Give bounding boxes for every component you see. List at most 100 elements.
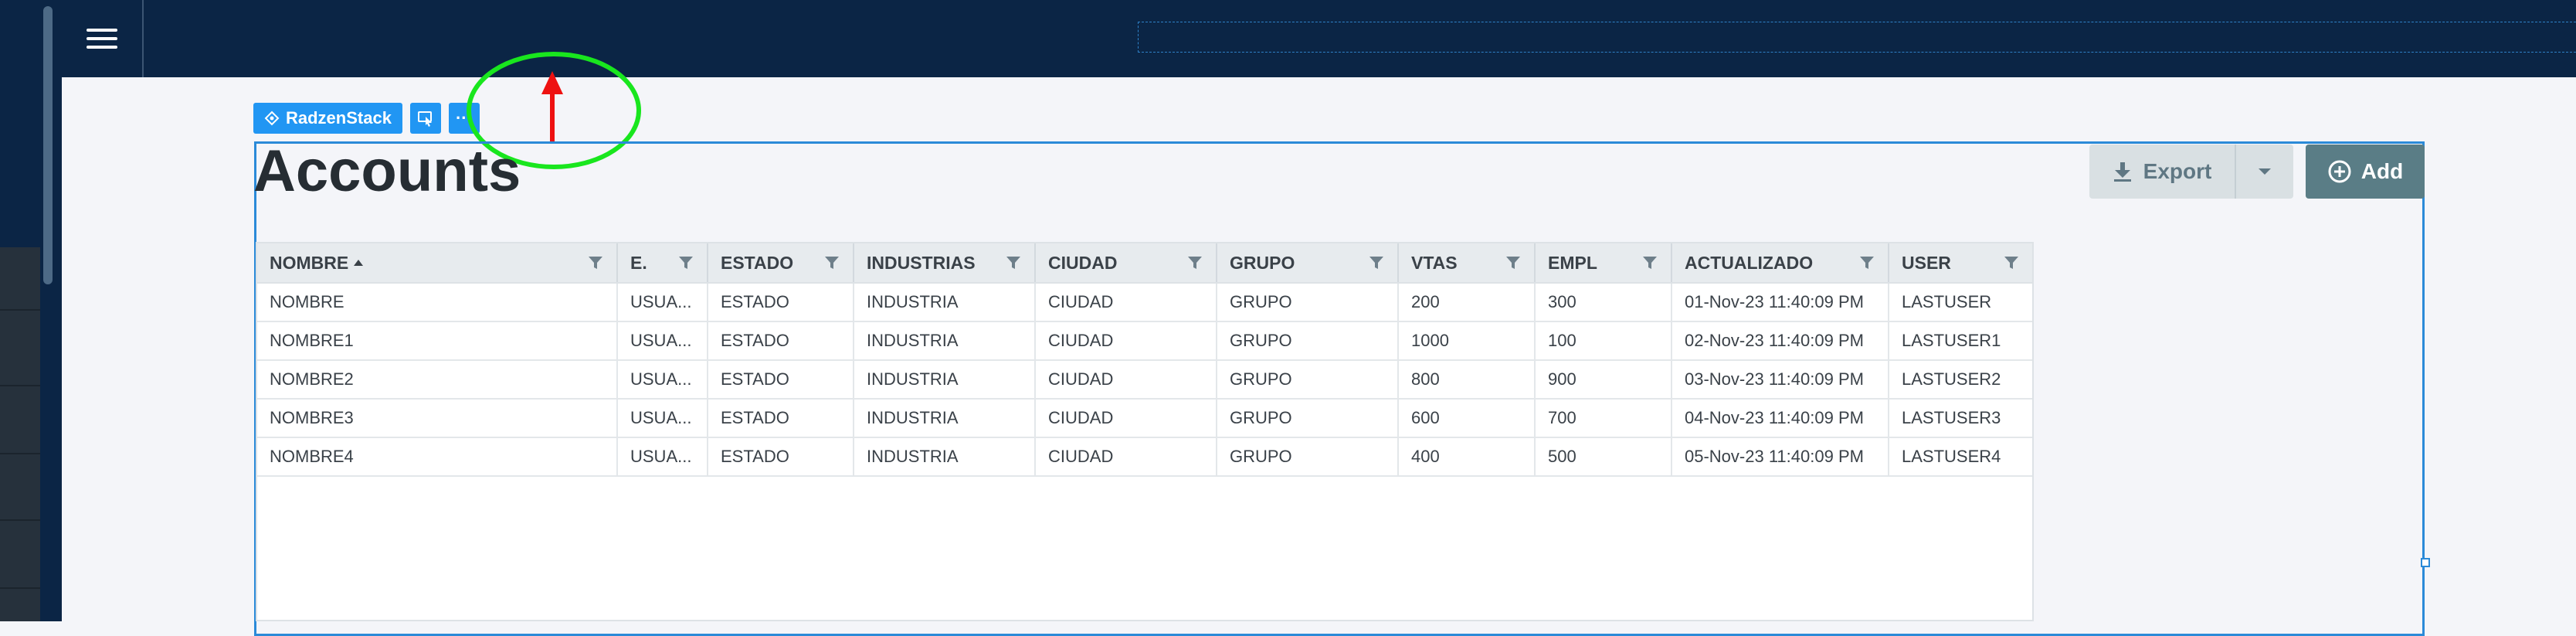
cell-estado: ESTADO [708, 361, 854, 398]
sidebar-panel [0, 247, 40, 621]
cell-user: LASTUSER4 [1902, 447, 2001, 466]
column-header-text: ESTADO [721, 253, 793, 274]
cell-empl: 700 [1536, 400, 1672, 437]
cell-empl: 100 [1536, 322, 1672, 359]
cell-vtas: 800 [1399, 361, 1536, 398]
table-row[interactable]: NOMBRE4 USUA... ESTADO INDUSTRIA CIUDAD GRUPO… [257, 438, 2032, 477]
add-button[interactable]: Add [2306, 145, 2425, 199]
cell-estado: ESTADO [708, 284, 854, 321]
table-row[interactable]: NOMBRE2 USUA... ESTADO INDUSTRIA CIUDAD GRUPO… [257, 361, 2032, 400]
export-dropdown-toggle[interactable] [2236, 145, 2293, 199]
column-header-text: E. [630, 253, 647, 274]
column-header-industrias[interactable]: INDUSTRIAS [854, 243, 1036, 282]
cell-e: USUA... [618, 284, 708, 321]
cell-ciudad: CIUDAD [1036, 438, 1217, 475]
select-element-icon [417, 111, 432, 127]
column-header-e[interactable]: E. [618, 243, 708, 282]
cell-actualizado: 02-Nov-23 11:40:09 PM [1672, 322, 1889, 359]
grid-header-row: NOMBRE E. ESTADO INDUSTRIAS CIUDAD GRUPO VTAS E… [257, 243, 2032, 284]
more-icon: ··· [455, 108, 473, 128]
cell-vtas: 400 [1399, 438, 1536, 475]
accounts-data-grid: NOMBRE E. ESTADO INDUSTRIAS CIUDAD GRUPO VTAS E… [256, 242, 2034, 621]
cell-e: USUA... [618, 438, 708, 475]
more-options-button[interactable]: ··· [448, 103, 480, 134]
filter-icon[interactable] [1368, 254, 1385, 271]
cell-nombre: NOMBRE [257, 284, 618, 321]
filter-icon[interactable] [587, 254, 604, 271]
divider [0, 385, 40, 386]
table-row[interactable]: NOMBRE3 USUA... ESTADO INDUSTRIA CIUDAD GRUPO… [257, 400, 2032, 438]
cell-ciudad: CIUDAD [1036, 284, 1217, 321]
column-header-nombre[interactable]: NOMBRE [257, 243, 618, 282]
sort-asc-icon[interactable] [353, 259, 364, 267]
export-button[interactable]: Export [2089, 145, 2236, 199]
column-header-text: ACTUALIZADO [1685, 253, 1813, 274]
component-selector-badge[interactable]: RadzenStack [253, 103, 402, 134]
cell-industrias: INDUSTRIA [854, 284, 1036, 321]
filter-icon[interactable] [2003, 254, 2020, 271]
sidebar-scrollbar[interactable] [43, 6, 53, 284]
column-header-text: USER [1902, 253, 1951, 274]
column-header-label: INDUSTRIAS [867, 252, 976, 273]
cell-industrias: INDUSTRIA [854, 400, 1036, 437]
export-split-button: Export [2089, 145, 2293, 199]
component-icon [264, 111, 280, 126]
designer-toolbar: RadzenStack ··· [253, 103, 480, 134]
filter-icon[interactable] [823, 254, 840, 271]
column-header-label: USER [1902, 252, 1951, 273]
cell-nombre: NOMBRE3 [257, 400, 618, 437]
cell-user: LASTUSER2 [1902, 369, 2001, 389]
cell-actualizado: 03-Nov-23 11:40:09 PM [1672, 361, 1889, 398]
divider [0, 587, 40, 589]
column-header-label: ACTUALIZADO [1685, 252, 1814, 273]
column-header-text: NOMBRE [270, 253, 364, 274]
column-header-user[interactable]: USER [1889, 243, 2032, 282]
column-header-label: NOMBRE [270, 252, 349, 273]
filter-icon[interactable] [1005, 254, 1022, 271]
filter-icon[interactable] [1858, 254, 1875, 271]
component-label: RadzenStack [286, 108, 392, 128]
header-placeholder-slot[interactable] [1138, 22, 2576, 53]
export-label: Export [2143, 159, 2212, 183]
cell-empl: 900 [1536, 361, 1672, 398]
hamburger-menu-button[interactable] [62, 0, 144, 77]
filter-icon[interactable] [1641, 254, 1658, 271]
filter-icon[interactable] [677, 254, 694, 271]
column-header-empl[interactable]: EMPL [1536, 243, 1672, 282]
cell-nombre: NOMBRE4 [257, 438, 618, 475]
cell-grupo: GRUPO [1217, 438, 1399, 475]
top-header [62, 0, 2576, 77]
column-header-ciudad[interactable]: CIUDAD [1036, 243, 1217, 282]
cell-user: LASTUSER [1902, 292, 1992, 311]
download-icon [2113, 162, 2131, 182]
table-row[interactable]: NOMBRE USUA... ESTADO INDUSTRIA CIUDAD GRUPO 2… [257, 284, 2032, 322]
cell-user: LASTUSER3 [1902, 408, 2001, 427]
table-row[interactable]: NOMBRE1 USUA... ESTADO INDUSTRIA CIUDAD GRUPO… [257, 322, 2032, 361]
column-header-grupo[interactable]: GRUPO [1217, 243, 1399, 282]
column-header-estado[interactable]: ESTADO [708, 243, 854, 282]
cell-empl: 300 [1536, 284, 1672, 321]
cell-industrias: INDUSTRIA [854, 322, 1036, 359]
resize-handle[interactable] [2421, 558, 2430, 567]
cell-ciudad: CIUDAD [1036, 322, 1217, 359]
cell-e: USUA... [618, 322, 708, 359]
column-header-label: ESTADO [721, 252, 794, 273]
chevron-down-icon [2259, 168, 2271, 175]
column-header-text: GRUPO [1230, 253, 1295, 274]
column-header-label: E. [630, 252, 647, 273]
cell-e: USUA... [618, 400, 708, 437]
column-header-actualizado[interactable]: ACTUALIZADO [1672, 243, 1889, 282]
cell-vtas: 1000 [1399, 322, 1536, 359]
filter-icon[interactable] [1505, 254, 1522, 271]
cell-grupo: GRUPO [1217, 284, 1399, 321]
grid-body: NOMBRE USUA... ESTADO INDUSTRIA CIUDAD GRUPO 2… [257, 284, 2032, 477]
filter-icon[interactable] [1186, 254, 1203, 271]
select-parent-button[interactable] [409, 103, 441, 134]
column-header-vtas[interactable]: VTAS [1399, 243, 1536, 282]
cell-vtas: 600 [1399, 400, 1536, 437]
divider [0, 309, 40, 311]
column-header-label: VTAS [1411, 252, 1458, 273]
cell-e: USUA... [618, 361, 708, 398]
column-header-label: EMPL [1548, 252, 1597, 273]
divider [0, 519, 40, 521]
